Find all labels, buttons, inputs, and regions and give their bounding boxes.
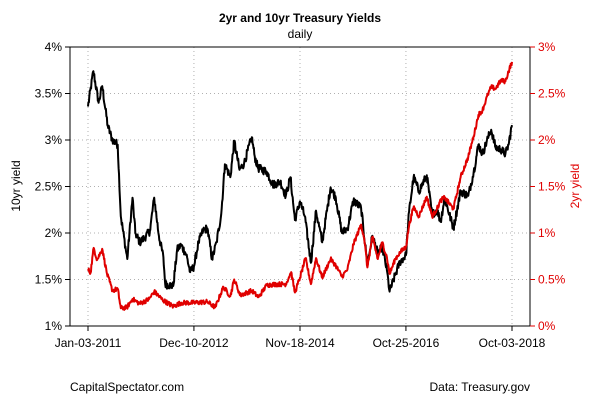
x-tick-label: Jan-03-2011 bbox=[55, 336, 122, 350]
chart-title: 2yr and 10yr Treasury Yields bbox=[219, 11, 381, 25]
x-tick-label: Oct-25-2016 bbox=[373, 336, 440, 350]
y-right-tick-label: 1.5% bbox=[538, 180, 566, 194]
y-right-tick-label: 0.5% bbox=[538, 273, 566, 287]
y-left-tick-label: 1% bbox=[45, 319, 63, 333]
y-right-tick-label: 1% bbox=[538, 226, 556, 240]
y-left-tick-label: 3% bbox=[45, 133, 63, 147]
footer-source-left: CapitalSpectator.com bbox=[70, 380, 184, 394]
y-right-tick-label: 2% bbox=[538, 133, 556, 147]
y-right-tick-label: 0% bbox=[538, 319, 556, 333]
y-right-tick-label: 2.5% bbox=[538, 87, 566, 101]
x-tick-label: Oct-03-2018 bbox=[479, 336, 546, 350]
y-left-tick-label: 3.5% bbox=[35, 87, 63, 101]
grid bbox=[70, 47, 530, 326]
axes: 1% 0% 1.5% 0.5% 2% 1% 2.5% 1.5% 3% 2% 3.5% 2.5% 4% 3%… bbox=[35, 40, 566, 350]
footer-source-right: Data: Treasury.gov bbox=[430, 380, 531, 394]
series-line-2yr bbox=[87, 61, 513, 311]
x-tick-label: Dec-10-2012 bbox=[159, 336, 229, 350]
y-axis-left-label: 10yr yield bbox=[9, 160, 23, 211]
x-tick-label: Nov-18-2014 bbox=[265, 336, 335, 350]
series-line-10yr bbox=[87, 70, 513, 293]
series-lines bbox=[87, 61, 513, 311]
y-left-tick-label: 2% bbox=[45, 226, 63, 240]
y-axis-right-label: 2yr yield bbox=[568, 164, 582, 209]
y-left-tick-label: 2.5% bbox=[35, 180, 63, 194]
y-left-tick-label: 1.5% bbox=[35, 273, 63, 287]
y-left-tick-label: 4% bbox=[45, 40, 63, 54]
chart-subtitle: daily bbox=[288, 27, 313, 41]
y-right-tick-label: 3% bbox=[538, 40, 556, 54]
